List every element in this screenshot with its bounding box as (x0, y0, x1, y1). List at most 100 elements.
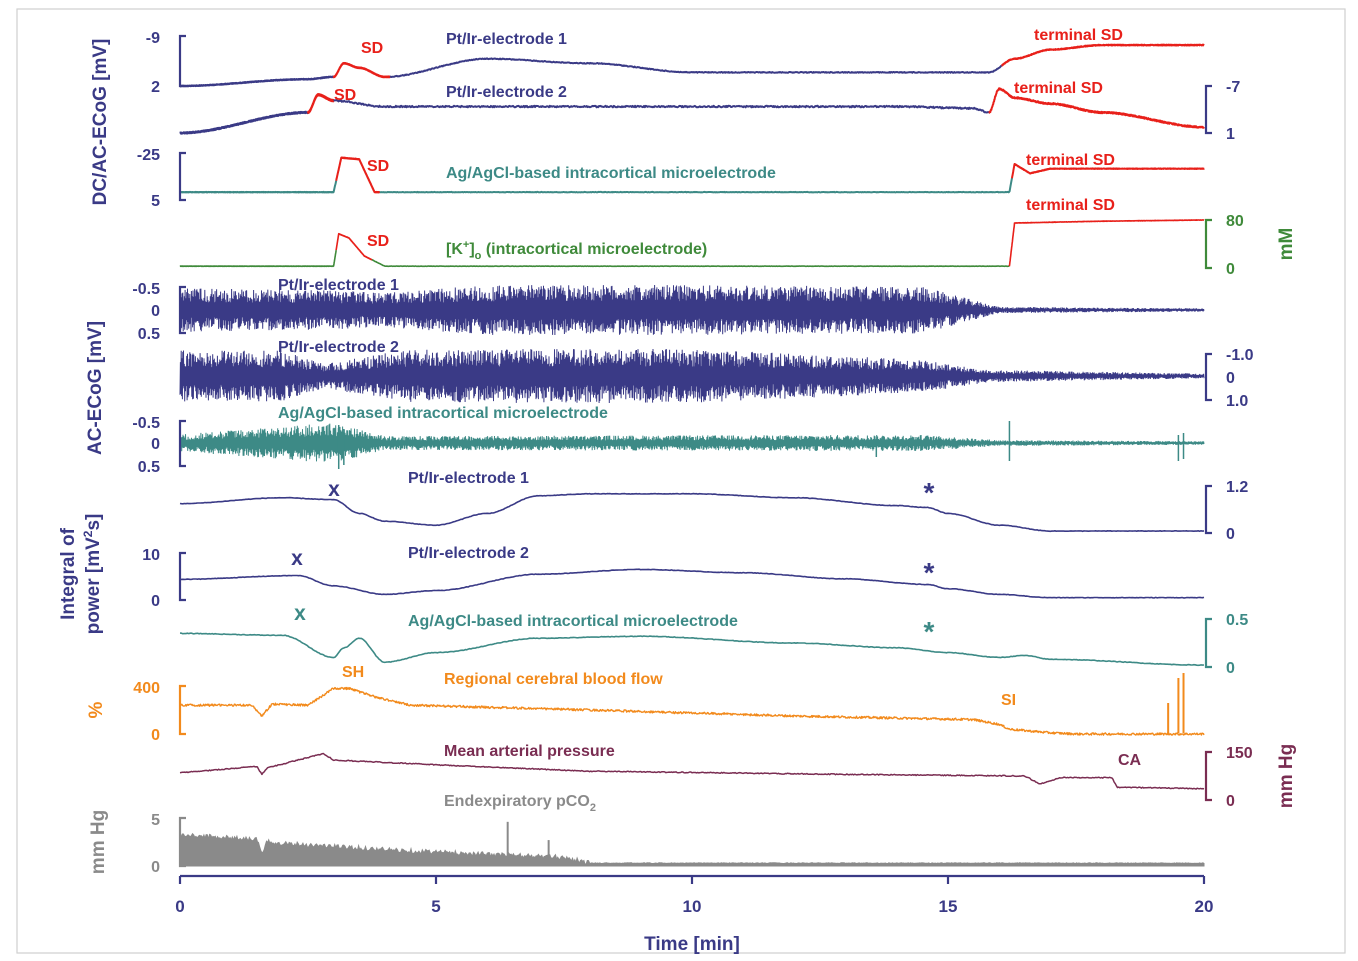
x-marker: x (328, 478, 340, 501)
terminal-sd-annotation: terminal SD (1014, 80, 1103, 97)
y-tick-label: 10 (142, 547, 160, 564)
label-part: (intracortical microelectrode) (481, 241, 707, 258)
label-part: 2 (81, 530, 95, 537)
ip1-title: Pt/Ir-electrode 1 (408, 470, 529, 487)
x-tick-label: 20 (1195, 897, 1214, 916)
y-tick-label: 1 (1226, 126, 1235, 143)
ac2-trace (179, 348, 1205, 404)
label-part: + (463, 239, 469, 251)
y-tick-label: 5 (151, 812, 160, 829)
label-part: Endexpiratory pCO (444, 793, 590, 810)
y-axis-bracket (178, 285, 186, 335)
dc2-trace (333, 99, 990, 114)
sd-annotation: SD (367, 233, 389, 250)
sd-annotation: SD (361, 40, 383, 57)
y-tick-label: 0 (151, 859, 160, 876)
dc3-trace (1011, 163, 1205, 179)
dc2-title: Pt/Ir-electrode 2 (446, 84, 567, 101)
y-axis-bracket (1204, 352, 1212, 402)
potassium-title: [K+]o (intracortical microelectrode) (446, 239, 707, 262)
y-tick-label: 0.5 (1226, 612, 1248, 629)
y-tick-label: 2 (151, 79, 160, 96)
y-tick-label: 0 (151, 436, 160, 453)
potassium-trace (335, 232, 373, 261)
x-tick-label: 15 (939, 897, 958, 916)
x-axis-title: Time [min] (644, 934, 740, 955)
sd-annotation: SD (367, 158, 389, 175)
y-tick-label: 0 (1226, 660, 1235, 677)
y-tick-label: 400 (133, 680, 160, 697)
dc1-title: Pt/Ir-electrode 1 (446, 31, 567, 48)
dc1-trace (332, 61, 391, 79)
sd-annotation: SD (334, 87, 356, 104)
map-trace (179, 752, 1205, 790)
dc1-trace (389, 57, 1003, 78)
y-tick-label: 0 (1226, 261, 1235, 278)
dc-ac-ecog-axis-label: DC/AC-ECoG [mV] (90, 39, 111, 206)
dc1-trace (1001, 43, 1205, 67)
y-axis-bracket (178, 151, 186, 202)
pco2-area (179, 832, 1205, 867)
dc2-trace (179, 110, 309, 135)
label-part: 2 (590, 802, 596, 814)
asterisk-marker: * (924, 477, 935, 508)
cbf-title: Regional cerebral blood flow (444, 671, 663, 688)
ip3-title: Ag/AgCl-based intracortical microelectro… (408, 613, 738, 630)
y-tick-label: 150 (1226, 745, 1253, 762)
asterisk-marker: * (924, 616, 935, 647)
potassium-trace (1008, 219, 1205, 267)
y-axis-bracket (178, 551, 186, 602)
y-tick-label: 0 (151, 303, 160, 320)
y-axis-bracket (178, 816, 186, 868)
ac2-title: Pt/Ir-electrode 2 (278, 339, 399, 356)
y-tick-label: -7 (1226, 79, 1240, 96)
y-axis-bracket (1204, 617, 1212, 669)
y-tick-label: 0 (151, 727, 160, 744)
ac3-title: Ag/AgCl-based intracortical microelectro… (278, 405, 608, 422)
y-axis-bracket (178, 34, 186, 88)
y-tick-label: 0.5 (138, 326, 160, 343)
y-axis-bracket (1204, 218, 1212, 270)
si-annotation: SI (1001, 692, 1016, 709)
ip2-title: Pt/Ir-electrode 2 (408, 545, 529, 562)
y-tick-label: 0 (1226, 526, 1235, 543)
label-part: s] (83, 514, 104, 531)
x-tick-label: 10 (683, 897, 702, 916)
y-tick-label: 0 (151, 593, 160, 610)
potassium-trace (179, 249, 337, 268)
dc3-trace (179, 180, 338, 194)
terminal-sd-annotation: terminal SD (1034, 27, 1123, 44)
x-marker: x (291, 547, 303, 570)
cbf-unit-label: % (86, 701, 107, 718)
integral-power-axis-label: Integral of (58, 527, 79, 620)
y-tick-label: -9 (146, 30, 160, 47)
y-tick-label: 0 (1226, 793, 1235, 810)
dc2-trace (988, 87, 1205, 129)
x-marker: x (294, 602, 306, 625)
label-part: o (475, 250, 482, 262)
y-tick-label: -25 (137, 147, 160, 164)
dc3-trace (335, 156, 381, 194)
dc2-trace (307, 93, 335, 114)
y-tick-label: 80 (1226, 213, 1244, 230)
asterisk-marker: * (924, 557, 935, 588)
map-unit-label: mm Hg (1276, 744, 1297, 808)
terminal-sd-annotation: terminal SD (1026, 152, 1115, 169)
dc3-title: Ag/AgCl-based intracortical microelectro… (446, 165, 776, 182)
potassium-unit-label: mM (1276, 228, 1297, 261)
terminal-sd-annotation: terminal SD (1026, 197, 1115, 214)
y-tick-label: 5 (151, 193, 160, 210)
integral-power-axis-label: power [mV2s] (81, 514, 104, 635)
ac-ecog-axis-label: AC-ECoG [mV] (85, 321, 106, 455)
x-tick-label: 5 (431, 897, 440, 916)
map-title: Mean arterial pressure (444, 743, 615, 760)
dc1-trace (179, 75, 335, 88)
ac3-trace (179, 423, 1205, 462)
ip2-trace (179, 568, 1205, 599)
label-part: power [mV (83, 537, 104, 634)
y-axis-bracket (178, 684, 186, 736)
x-tick-label: 0 (175, 897, 184, 916)
pco2-title: Endexpiratory pCO2 (444, 793, 596, 814)
label-part: [K (446, 241, 463, 258)
